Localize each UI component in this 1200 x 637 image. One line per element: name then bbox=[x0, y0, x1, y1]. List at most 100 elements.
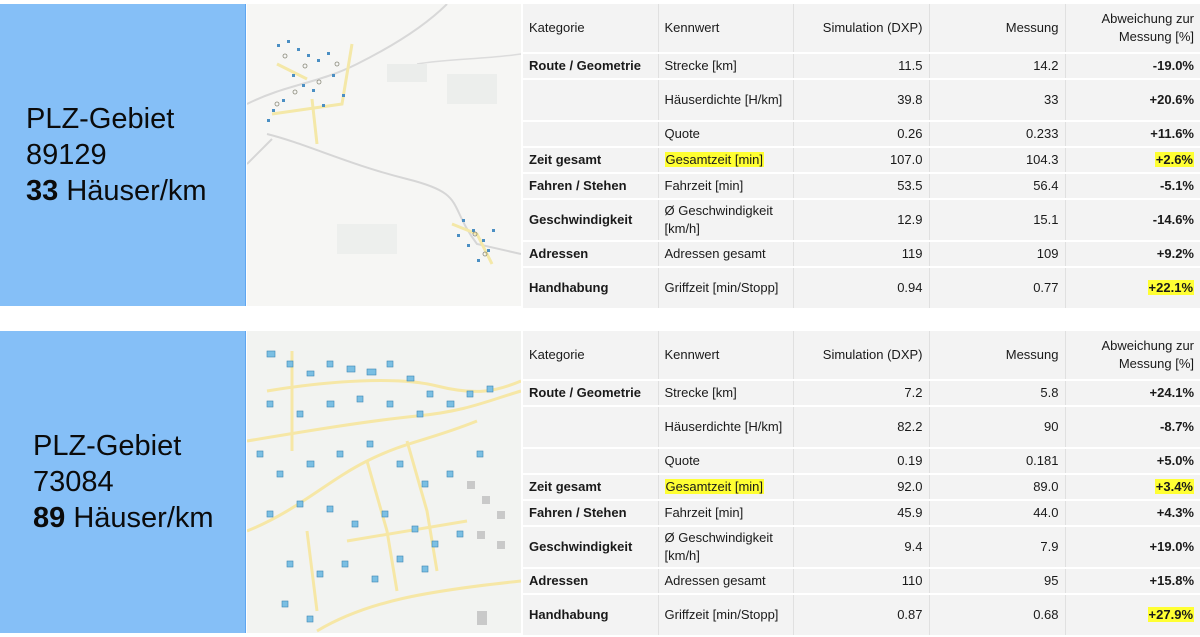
cell-messung: 14.2 bbox=[929, 53, 1066, 80]
table-header: Kategorie Kennwert Simulation (DXP) Mess… bbox=[523, 4, 1200, 54]
cell-kategorie: Route / Geometrie bbox=[523, 380, 659, 407]
cell-simulation: 0.19 bbox=[793, 448, 930, 475]
cell-kategorie: Zeit gesamt bbox=[523, 474, 659, 501]
header-kennwert: Kennwert bbox=[658, 331, 794, 381]
cell-messung: 33 bbox=[929, 79, 1066, 122]
area-label-panel: PLZ-Gebiet 73084 89 Häuser/km bbox=[0, 331, 246, 633]
house-density: 89 Häuser/km bbox=[33, 500, 214, 536]
table-header: Kategorie Kennwert Simulation (DXP) Mess… bbox=[523, 331, 1200, 381]
cell-kennwert: Strecke [km] bbox=[658, 380, 794, 407]
cell-abweichung: +11.6% bbox=[1065, 121, 1200, 148]
plz-block-89129: PLZ-Gebiet 89129 33 Häuser/km bbox=[0, 4, 1200, 310]
cell-messung: 44.0 bbox=[929, 500, 1066, 527]
cell-kategorie: Handhabung bbox=[523, 267, 659, 310]
cell-messung: 0.181 bbox=[929, 448, 1066, 475]
header-messung: Messung bbox=[929, 331, 1066, 381]
cell-kennwert: Häuserdichte [H/km] bbox=[658, 406, 794, 449]
cell-kategorie: Fahren / Stehen bbox=[523, 173, 659, 200]
cell-abweichung: +22.1% bbox=[1065, 267, 1200, 310]
cell-kennwert: Ø Geschwindigkeit [km/h] bbox=[658, 526, 794, 569]
area-title: PLZ-Gebiet bbox=[26, 103, 175, 135]
cell-kategorie: Route / Geometrie bbox=[523, 53, 659, 80]
cell-abweichung: +27.9% bbox=[1065, 594, 1200, 637]
cell-kategorie: Geschwindigkeit bbox=[523, 199, 659, 242]
table-row-highlighted: Zeit gesamt Gesamtzeit [min] 107.0 104.3… bbox=[523, 147, 1200, 174]
cell-kategorie bbox=[523, 121, 659, 148]
highlighted-text: Gesamtzeit [min] bbox=[664, 479, 765, 494]
cell-simulation: 12.9 bbox=[793, 199, 930, 242]
cell-abweichung: +9.2% bbox=[1065, 241, 1200, 268]
cell-messung: 7.9 bbox=[929, 526, 1066, 569]
cell-kennwert: Griffzeit [min/Stopp] bbox=[658, 594, 794, 637]
highlighted-text: +22.1% bbox=[1147, 280, 1194, 295]
cell-abweichung: +20.6% bbox=[1065, 79, 1200, 122]
header-simulation: Simulation (DXP) bbox=[793, 331, 930, 381]
table-row: Quote 0.26 0.233 +11.6% bbox=[523, 121, 1200, 148]
table-row-highlighted: Handhabung Griffzeit [min/Stopp] 0.94 0.… bbox=[523, 267, 1200, 310]
density-unit: Häuser/km bbox=[73, 502, 214, 534]
cell-abweichung: -8.7% bbox=[1065, 406, 1200, 449]
cell-kategorie: Adressen bbox=[523, 568, 659, 595]
cell-abweichung: -19.0% bbox=[1065, 53, 1200, 80]
cell-kennwert: Adressen gesamt bbox=[658, 568, 794, 595]
table-row: Häuserdichte [H/km] 39.8 33 +20.6% bbox=[523, 79, 1200, 122]
cell-kennwert: Häuserdichte [H/km] bbox=[658, 79, 794, 122]
table-row: Route / Geometrie Strecke [km] 11.5 14.2… bbox=[523, 53, 1200, 80]
map-icon bbox=[247, 4, 521, 306]
density-value: 89 bbox=[33, 502, 66, 534]
cell-simulation: 39.8 bbox=[793, 79, 930, 122]
cell-kategorie: Zeit gesamt bbox=[523, 147, 659, 174]
table-row: Adressen Adressen gesamt 110 95 +15.8% bbox=[523, 568, 1200, 595]
cell-kennwert: Ø Geschwindigkeit [km/h] bbox=[658, 199, 794, 242]
cell-kategorie: Handhabung bbox=[523, 594, 659, 637]
cell-abweichung: +19.0% bbox=[1065, 526, 1200, 569]
cell-kategorie: Adressen bbox=[523, 241, 659, 268]
comparison-table: Kategorie Kennwert Simulation (DXP) Mess… bbox=[523, 4, 1200, 310]
header-messung: Messung bbox=[929, 4, 1066, 54]
cell-simulation: 45.9 bbox=[793, 500, 930, 527]
street-map-image bbox=[247, 4, 521, 306]
cell-kennwert: Fahrzeit [min] bbox=[658, 500, 794, 527]
table-row: Quote 0.19 0.181 +5.0% bbox=[523, 448, 1200, 475]
map-icon bbox=[247, 331, 521, 633]
cell-messung: 0.68 bbox=[929, 594, 1066, 637]
header-simulation: Simulation (DXP) bbox=[793, 4, 930, 54]
cell-kategorie bbox=[523, 79, 659, 122]
highlighted-text: +27.9% bbox=[1147, 607, 1194, 622]
cell-messung: 56.4 bbox=[929, 173, 1066, 200]
cell-messung: 90 bbox=[929, 406, 1066, 449]
area-label: PLZ-Gebiet 89129 33 Häuser/km bbox=[26, 101, 207, 209]
plz-block-73084: PLZ-Gebiet 73084 89 Häuser/km bbox=[0, 331, 1200, 637]
header-kategorie: Kategorie bbox=[523, 331, 659, 381]
cell-kennwert: Griffzeit [min/Stopp] bbox=[658, 267, 794, 310]
table-row: Geschwindigkeit Ø Geschwindigkeit [km/h]… bbox=[523, 199, 1200, 242]
cell-messung: 104.3 bbox=[929, 147, 1066, 174]
table-row: Adressen Adressen gesamt 119 109 +9.2% bbox=[523, 241, 1200, 268]
street-map-image bbox=[247, 331, 521, 633]
house-density: 33 Häuser/km bbox=[26, 173, 207, 209]
cell-abweichung: +15.8% bbox=[1065, 568, 1200, 595]
cell-kennwert: Adressen gesamt bbox=[658, 241, 794, 268]
density-unit: Häuser/km bbox=[66, 175, 207, 207]
table-row-highlighted: Handhabung Griffzeit [min/Stopp] 0.87 0.… bbox=[523, 594, 1200, 637]
table-row: Route / Geometrie Strecke [km] 7.2 5.8 +… bbox=[523, 380, 1200, 407]
header-kategorie: Kategorie bbox=[523, 4, 659, 54]
cell-simulation: 119 bbox=[793, 241, 930, 268]
table-row: Fahren / Stehen Fahrzeit [min] 45.9 44.0… bbox=[523, 500, 1200, 527]
cell-messung: 109 bbox=[929, 241, 1066, 268]
cell-abweichung: +3.4% bbox=[1065, 474, 1200, 501]
header-abweichung: Abweichung zur Messung [%] bbox=[1065, 331, 1200, 381]
cell-abweichung: -14.6% bbox=[1065, 199, 1200, 242]
cell-simulation: 0.87 bbox=[793, 594, 930, 637]
cell-messung: 0.233 bbox=[929, 121, 1066, 148]
cell-abweichung: +24.1% bbox=[1065, 380, 1200, 407]
cell-abweichung: +4.3% bbox=[1065, 500, 1200, 527]
density-value: 33 bbox=[26, 175, 59, 207]
cell-kategorie: Fahren / Stehen bbox=[523, 500, 659, 527]
cell-kennwert: Quote bbox=[658, 121, 794, 148]
table-row: Fahren / Stehen Fahrzeit [min] 53.5 56.4… bbox=[523, 173, 1200, 200]
cell-simulation: 9.4 bbox=[793, 526, 930, 569]
cell-simulation: 92.0 bbox=[793, 474, 930, 501]
table-row: Geschwindigkeit Ø Geschwindigkeit [km/h]… bbox=[523, 526, 1200, 569]
cell-kennwert: Fahrzeit [min] bbox=[658, 173, 794, 200]
